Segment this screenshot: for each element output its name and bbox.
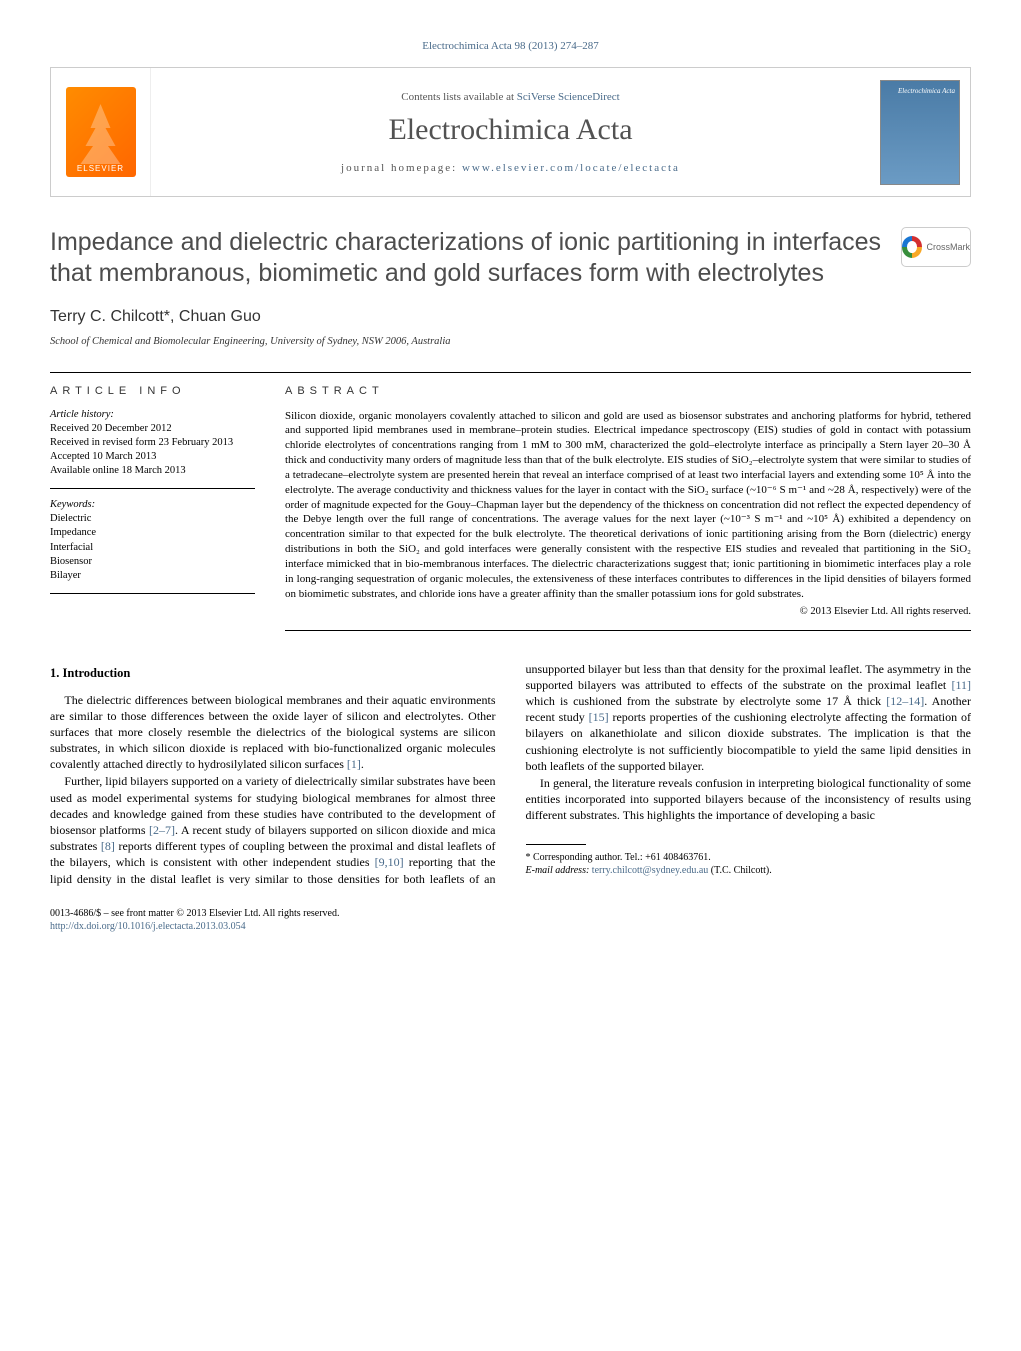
keywords-block: Keywords: Dielectric Impedance Interfaci…: [50, 499, 255, 594]
keyword: Dielectric: [50, 512, 255, 526]
history-item: Received 20 December 2012: [50, 422, 255, 436]
citation-link[interactable]: [1]: [347, 757, 361, 771]
body-text: .: [361, 757, 364, 771]
article-history-block: Article history: Received 20 December 20…: [50, 409, 255, 490]
abstract-column: abstract Silicon dioxide, organic monola…: [285, 385, 971, 631]
history-item: Available online 18 March 2013: [50, 464, 255, 478]
footnote-separator: [526, 844, 586, 845]
article-info-column: article info Article history: Received 2…: [50, 385, 255, 631]
cover-thumb-cell: Electrochimica Acta: [870, 68, 970, 196]
page-footer: 0013-4686/$ – see front matter © 2013 El…: [50, 907, 971, 933]
author-email-link[interactable]: terry.chilcott@sydney.edu.au: [592, 865, 708, 876]
history-item: Accepted 10 March 2013: [50, 450, 255, 464]
citation-link[interactable]: [8]: [101, 839, 115, 853]
footer-issn-line: 0013-4686/$ – see front matter © 2013 El…: [50, 907, 971, 920]
history-label: Article history:: [50, 409, 255, 420]
abstract-body: Silicon dioxide, organic monolayers cova…: [285, 410, 971, 600]
email-footnote: E-mail address: terry.chilcott@sydney.ed…: [526, 864, 972, 877]
body-paragraph: In general, the literature reveals confu…: [526, 775, 972, 824]
elsevier-logo: ELSEVIER: [66, 87, 136, 177]
cover-thumb-title: Electrochimica Acta: [898, 87, 955, 95]
abstract-label: abstract: [285, 385, 971, 397]
citation-link[interactable]: [9,10]: [375, 855, 404, 869]
elsevier-tree-icon: [76, 104, 126, 164]
article-title: Impedance and dielectric characterizatio…: [50, 227, 881, 290]
crossmark-label: CrossMark: [926, 242, 970, 252]
doi-link[interactable]: http://dx.doi.org/10.1016/j.electacta.20…: [50, 921, 246, 932]
contents-prefix: Contents lists available at: [401, 91, 516, 103]
body-paragraph: The dielectric differences between biolo…: [50, 692, 496, 773]
citation-link[interactable]: [2–7]: [149, 823, 175, 837]
citation-link[interactable]: [11]: [951, 678, 971, 692]
crossmark-icon: [902, 236, 922, 258]
keyword: Bilayer: [50, 569, 255, 583]
masthead-center: Contents lists available at SciVerse Sci…: [151, 68, 870, 196]
journal-name: Electrochimica Acta: [388, 113, 632, 147]
journal-homepage-line: journal homepage: www.elsevier.com/locat…: [341, 162, 680, 174]
crossmark-badge[interactable]: CrossMark: [901, 227, 971, 267]
keyword: Interfacial: [50, 541, 255, 555]
email-label: E-mail address:: [526, 865, 592, 876]
body-text: The dielectric differences between biolo…: [50, 693, 496, 772]
publisher-logo-cell: ELSEVIER: [51, 68, 151, 196]
corresponding-author-footnote: * Corresponding author. Tel.: +61 408463…: [526, 851, 972, 864]
homepage-prefix: journal homepage:: [341, 162, 462, 174]
elsevier-logo-text: ELSEVIER: [77, 164, 124, 173]
article-info-label: article info: [50, 385, 255, 397]
affiliation: School of Chemical and Biomolecular Engi…: [50, 336, 971, 347]
running-header: Electrochimica Acta 98 (2013) 274–287: [50, 40, 971, 52]
journal-homepage-link[interactable]: www.elsevier.com/locate/electacta: [462, 162, 680, 174]
contents-available-line: Contents lists available at SciVerse Sci…: [401, 91, 619, 103]
authors-line: Terry C. Chilcott*, Chuan Guo: [50, 308, 971, 326]
journal-cover-thumb: Electrochimica Acta: [880, 80, 960, 185]
email-suffix: (T.C. Chilcott).: [708, 865, 771, 876]
keyword: Impedance: [50, 526, 255, 540]
body-two-column: 1. Introduction The dielectric differenc…: [50, 661, 971, 887]
citation-link[interactable]: [15]: [589, 710, 609, 724]
citation-link[interactable]: [12–14]: [886, 694, 924, 708]
abstract-text: Silicon dioxide, organic monolayers cova…: [285, 409, 971, 631]
body-text: which is cushioned from the substrate by…: [526, 694, 887, 708]
keyword: Biosensor: [50, 555, 255, 569]
keywords-label: Keywords:: [50, 499, 255, 510]
history-item: Received in revised form 23 February 201…: [50, 436, 255, 450]
body-text: In general, the literature reveals confu…: [526, 776, 972, 822]
sciencedirect-link[interactable]: SciVerse ScienceDirect: [517, 91, 620, 103]
journal-masthead: ELSEVIER Contents lists available at Sci…: [50, 67, 971, 197]
section-heading: 1. Introduction: [50, 665, 496, 682]
abstract-copyright: © 2013 Elsevier Ltd. All rights reserved…: [285, 605, 971, 619]
